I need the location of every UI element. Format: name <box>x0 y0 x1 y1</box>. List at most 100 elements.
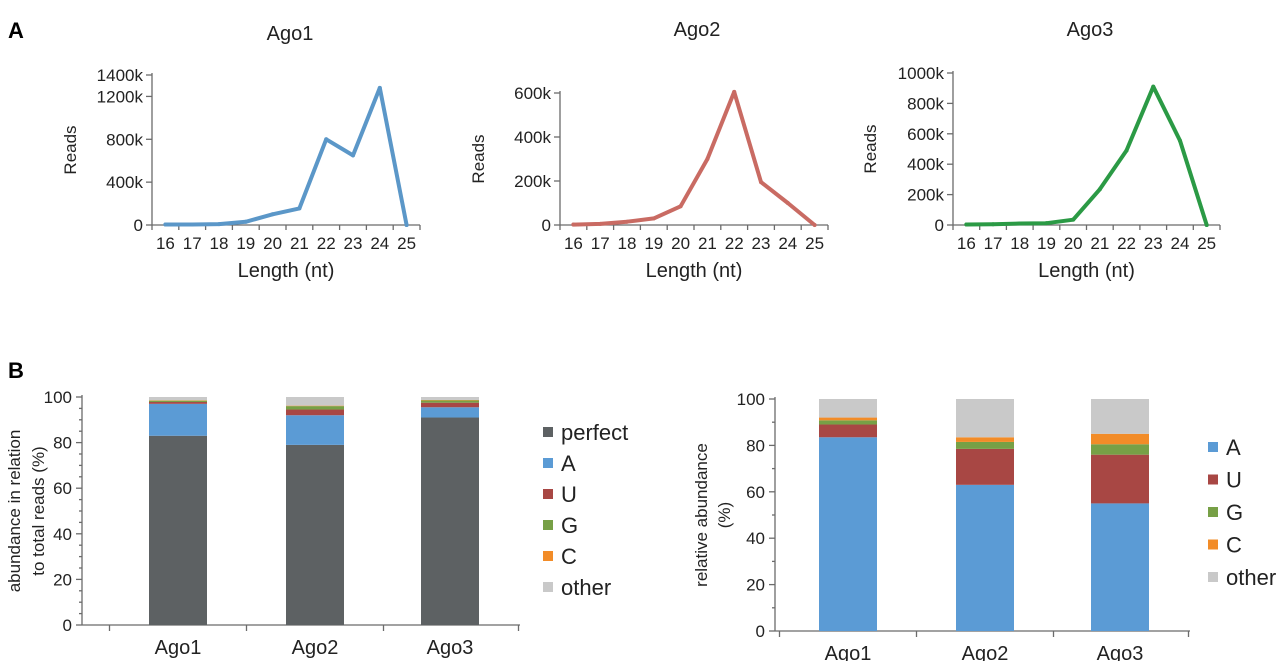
bar-segment <box>819 437 877 631</box>
x-tick-label: 17 <box>183 234 202 253</box>
y-axis-label: Reads <box>469 134 488 183</box>
y-axis-label: abundance in relation <box>5 430 24 593</box>
legend-label: G <box>561 513 578 538</box>
y-axis-label: (%) <box>715 502 734 528</box>
bar-segment <box>1091 503 1149 631</box>
x-tick-label: 21 <box>290 234 309 253</box>
data-point <box>377 85 382 90</box>
legend-label: other <box>1226 565 1276 590</box>
series-line <box>964 84 1209 227</box>
data-point <box>732 89 737 94</box>
bar-segment <box>286 409 344 416</box>
x-tick-label: 21 <box>698 234 717 253</box>
chart-title: Ago3 <box>1067 19 1114 41</box>
legend-label: U <box>1226 468 1242 493</box>
data-point <box>1071 217 1076 222</box>
x-tick-label: 16 <box>564 234 583 253</box>
y-tick-label: 20 <box>53 570 72 589</box>
line-chart-2: Ago2 0 200k 400k 600k 16 17 18 19 20 21 22 23 24 25 Len… <box>469 19 829 282</box>
x-tick-label: Ago2 <box>292 637 339 659</box>
legend-swatch <box>543 489 553 499</box>
y-tick-label: 40 <box>53 525 72 544</box>
bar-segment <box>1091 399 1149 434</box>
x-tick-label: Ago1 <box>825 643 872 661</box>
x-tick-label: Ago1 <box>155 637 202 659</box>
y-tick-label: 80 <box>746 436 765 455</box>
x-tick-label: 16 <box>156 234 175 253</box>
y-axis-label: to total reads (%) <box>29 446 48 575</box>
x-tick-label: 22 <box>1117 234 1136 253</box>
data-point <box>705 157 710 161</box>
y-tick-label: 600k <box>907 125 944 144</box>
x-tick-label: 17 <box>591 234 610 253</box>
x-tick-label: Ago3 <box>427 637 474 659</box>
y-tick-label: 800k <box>106 130 143 149</box>
y-axis-label: relative abundance <box>692 443 711 587</box>
legend-swatch <box>1208 474 1218 485</box>
y-tick-label: 800k <box>907 94 944 113</box>
y-tick-label: 80 <box>53 434 72 453</box>
bar-segment <box>1091 433 1149 445</box>
bar-segment <box>1091 444 1149 455</box>
x-tick-label: 18 <box>210 234 229 253</box>
x-tick-label: 24 <box>778 234 797 253</box>
data-point <box>598 221 603 226</box>
x-tick-label: Ago2 <box>962 643 1009 661</box>
y-tick-label: 100 <box>44 388 72 407</box>
y-tick-label: 600k <box>514 84 551 103</box>
data-point <box>991 222 996 227</box>
y-tick-label: 400k <box>106 173 143 192</box>
bar-segment <box>421 400 479 403</box>
data-point <box>404 223 409 227</box>
x-axis-label: Length (nt) <box>646 260 743 282</box>
y-tick-label: 0 <box>756 622 765 641</box>
x-axis-label: Length (nt) <box>238 260 335 282</box>
x-tick-label: 19 <box>1037 234 1056 253</box>
panel-label-b: B <box>8 358 24 383</box>
y-tick-label: 0 <box>134 216 143 235</box>
data-point <box>1177 138 1182 143</box>
bar-segment <box>819 399 877 418</box>
bar-segment <box>1091 454 1149 504</box>
x-tick-label: 23 <box>344 234 363 253</box>
legend-swatch <box>1208 572 1218 582</box>
y-tick-label: 60 <box>53 479 72 498</box>
line-chart-3: Ago3 0 200k 400k 600k 800k 1000k 16 17 18 19 20 21 22… <box>861 19 1221 282</box>
data-point <box>785 201 790 205</box>
y-tick-label: 20 <box>746 576 765 595</box>
x-tick-label: Ago3 <box>1097 643 1144 661</box>
legend-swatch <box>543 520 553 530</box>
bar-segment <box>421 402 479 408</box>
data-point <box>270 212 275 217</box>
x-axis-label: Length (nt) <box>1038 260 1135 282</box>
bar-segment <box>149 397 207 401</box>
x-tick-label: 24 <box>370 234 389 253</box>
data-point <box>964 222 969 227</box>
legend-label: U <box>561 482 577 507</box>
data-point <box>1017 221 1022 226</box>
panel-label-a: A <box>8 18 24 43</box>
bar-segment <box>149 400 207 403</box>
x-tick-label: 17 <box>984 234 1003 253</box>
y-axis-label: Reads <box>61 125 80 174</box>
stacked-bar-chart-1: 0 20 40 60 80 100 Ago1 Ago2 Ago3 abundance in rel… <box>5 388 628 659</box>
bar-segment <box>149 403 207 436</box>
legend-swatch <box>1208 539 1218 550</box>
chart-title: Ago1 <box>267 23 314 45</box>
legend-label: C <box>1226 533 1242 558</box>
x-tick-label: 21 <box>1090 234 1109 253</box>
legend-swatch <box>1208 442 1218 452</box>
x-tick-label: 19 <box>236 234 255 253</box>
legend-swatch <box>543 551 553 561</box>
bar-segment <box>286 444 344 625</box>
data-point <box>163 222 168 227</box>
x-tick-label: 23 <box>752 234 771 253</box>
y-tick-label: 1000k <box>898 64 945 83</box>
x-tick-label: 23 <box>1144 234 1163 253</box>
bar-segment <box>956 441 1014 449</box>
legend-swatch <box>543 427 553 437</box>
x-tick-label: 22 <box>725 234 744 253</box>
data-point <box>1097 187 1102 192</box>
bar-segment <box>421 417 479 625</box>
